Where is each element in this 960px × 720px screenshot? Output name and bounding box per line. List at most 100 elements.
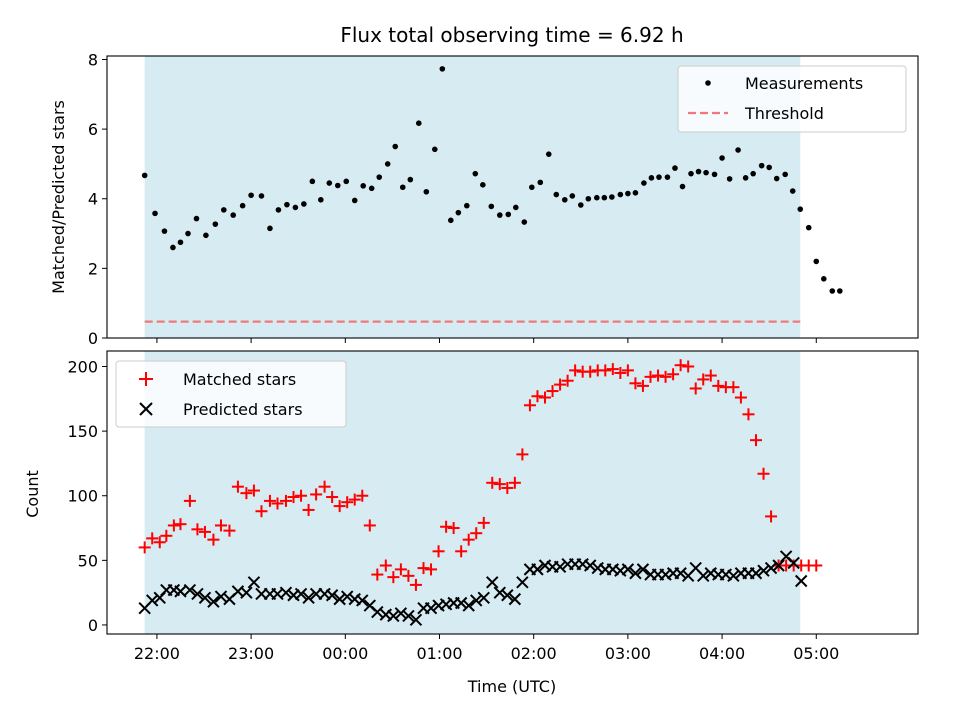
measurement-point <box>750 170 756 177</box>
matched-point <box>749 434 762 447</box>
predicted-point <box>584 559 597 572</box>
axes-frame <box>106 350 919 635</box>
measurement-point <box>561 196 568 203</box>
matched-point <box>697 373 710 386</box>
measurement-point <box>679 183 686 190</box>
measurement-point <box>545 151 552 157</box>
matched-point <box>554 378 567 391</box>
xtick-label: 01:00 <box>416 644 462 663</box>
predicted-point <box>340 590 354 603</box>
predicted-point <box>279 586 293 599</box>
ytick-label: 100 <box>67 487 98 506</box>
matched-point <box>356 489 369 502</box>
measurement-point <box>284 201 290 208</box>
measurement-point <box>512 204 519 211</box>
bottom-legend: Matched stars Predicted stars <box>115 360 347 428</box>
measurement-point <box>326 180 333 186</box>
matched-point <box>674 359 687 372</box>
measurement-point <box>170 244 176 251</box>
xtick-label: 23:00 <box>228 644 274 663</box>
xtick-label: 02:00 <box>511 644 557 663</box>
measurement-point <box>577 202 584 208</box>
measurement-point <box>782 171 788 178</box>
matched-point <box>712 379 725 392</box>
ytick-label: 150 <box>67 422 98 441</box>
predicted-point <box>772 559 785 572</box>
matched-point <box>231 480 244 493</box>
matched-point <box>207 533 220 546</box>
chart-title: Flux total observing time = 6.92 h <box>340 23 683 47</box>
matched-point <box>138 541 151 554</box>
predicted-point <box>247 576 261 589</box>
matched-point <box>271 497 284 510</box>
matched-point <box>569 364 582 377</box>
bottom-legend-box <box>115 360 347 428</box>
matched-point <box>599 364 612 377</box>
measurement-point <box>773 175 780 182</box>
measurement-point <box>267 225 273 232</box>
measurement-point <box>719 155 725 161</box>
matched-point <box>333 500 346 513</box>
predicted-point <box>636 563 650 576</box>
measurement-point <box>318 196 324 203</box>
predicted-point <box>198 591 212 605</box>
measurement-point <box>496 212 503 218</box>
measurement-point <box>185 230 191 237</box>
measurement-point <box>735 147 741 153</box>
measurement-point <box>648 175 655 181</box>
ytick-label: 8 <box>88 50 98 69</box>
matched-point <box>302 503 315 516</box>
matched-point <box>621 364 634 377</box>
measurement-point <box>585 195 592 202</box>
matched-point <box>689 382 702 395</box>
matched-point <box>742 408 755 421</box>
measurement-point <box>415 120 422 126</box>
measurement-point <box>711 171 718 178</box>
matched-point <box>644 370 657 383</box>
predicted-point <box>183 583 197 597</box>
predicted-point <box>424 601 438 615</box>
measurement-point <box>239 202 246 209</box>
predicted-point <box>462 599 475 612</box>
predicted-point <box>674 567 687 580</box>
measurement-point <box>203 232 209 239</box>
matched-point <box>440 520 453 533</box>
matched-point <box>682 360 695 373</box>
predicted-point <box>757 564 770 577</box>
bottom-ylabel: Count <box>23 470 42 518</box>
measurement-point <box>360 183 367 189</box>
matched-point <box>146 532 159 545</box>
matched-point <box>629 377 642 390</box>
measurement-point <box>407 176 414 183</box>
measurement-point <box>632 190 639 196</box>
predicted-point <box>629 567 642 580</box>
matched-point <box>704 369 717 382</box>
matched-point <box>508 476 521 489</box>
predicted-point <box>553 560 567 574</box>
matched-point <box>402 569 415 582</box>
matched-point <box>546 385 559 398</box>
matched-point <box>279 494 292 507</box>
measurement-point <box>376 174 383 180</box>
xtick-label: 03:00 <box>605 644 651 663</box>
ytick-label: 200 <box>67 358 98 377</box>
measurement-point <box>480 182 486 188</box>
matched-point <box>295 489 308 502</box>
measurement-point <box>688 170 694 177</box>
matched-point <box>174 518 187 531</box>
predicted-point <box>508 592 522 606</box>
legend-predicted-label: Predicted stars <box>183 400 303 419</box>
predicted-point <box>470 594 483 607</box>
legend-measurements-label: Measurements <box>745 74 863 93</box>
predicted-point <box>787 556 800 570</box>
predicted-point <box>333 592 346 606</box>
predicted-point <box>214 590 228 603</box>
measurement-point <box>695 168 702 175</box>
measurement-point <box>766 164 772 171</box>
matched-point <box>223 524 236 537</box>
matched-point <box>561 374 574 387</box>
matched-point <box>659 370 672 383</box>
matched-point <box>310 488 323 501</box>
legend-matched-label: Matched stars <box>183 370 296 389</box>
